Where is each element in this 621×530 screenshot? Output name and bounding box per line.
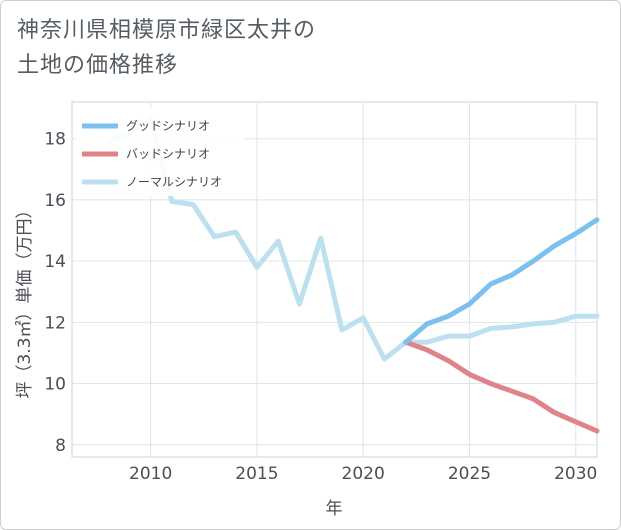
legend-label: バッドシナリオ (126, 147, 210, 161)
x-tick-label: 2010 (129, 464, 172, 484)
grid (72, 102, 597, 457)
series-line-0 (403, 217, 600, 345)
ticks: 2010 2015 2020 2025 2030 8 10 12 14 16 18 (44, 130, 597, 484)
chart-title: 神奈川県相模原市緑区太井の 土地の価格推移 (17, 13, 437, 83)
title-line-1: 神奈川県相模原市緑区太井の (17, 18, 317, 43)
y-tick-label: 18 (44, 130, 66, 150)
title-line-2: 土地の価格推移 (17, 53, 179, 78)
series-line-2 (105, 116, 600, 362)
x-axis-label: 年 (326, 499, 343, 519)
series-line-1 (403, 339, 600, 434)
y-tick-label: 10 (44, 375, 66, 395)
legend-label: ノーマルシナリオ (126, 175, 222, 189)
y-tick-label: 8 (55, 436, 66, 456)
x-tick-label: 2030 (554, 464, 597, 484)
y-axis-label: 坪（3.3㎡）単価（万円） (15, 201, 35, 398)
y-tick-label: 14 (44, 252, 66, 272)
y-tick-label: 16 (44, 191, 66, 211)
x-tick-label: 2020 (342, 464, 385, 484)
y-tick-label: 12 (44, 313, 66, 333)
series-layer (105, 116, 600, 434)
legend-label: グッドシナリオ (126, 119, 210, 133)
x-tick-label: 2025 (448, 464, 491, 484)
x-tick-label: 2015 (235, 464, 278, 484)
